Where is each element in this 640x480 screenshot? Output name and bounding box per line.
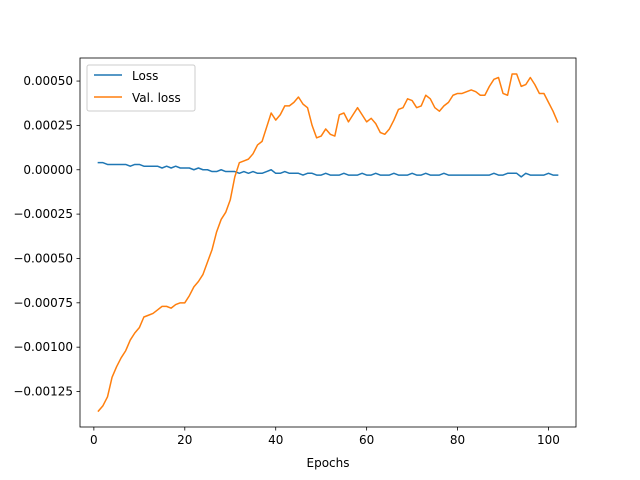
- x-tick-label: 20: [177, 433, 192, 447]
- legend-label-loss: Loss: [132, 69, 158, 83]
- x-tick-label: 40: [268, 433, 283, 447]
- y-tick-label: −0.00050: [13, 251, 73, 265]
- x-tick-label: 0: [90, 433, 98, 447]
- x-tick-label: 80: [450, 433, 465, 447]
- plot-area-frame: [79, 57, 577, 428]
- x-tick-label: 60: [359, 433, 374, 447]
- legend: Loss Val. loss: [86, 64, 196, 112]
- y-tick-label: −0.00075: [13, 296, 73, 310]
- y-tick-label: −0.00125: [13, 385, 73, 399]
- series-line-val-loss: [97, 73, 559, 413]
- series-line-loss: [97, 161, 559, 178]
- legend-label-val-loss: Val. loss: [132, 91, 181, 105]
- legend-box: [86, 64, 196, 112]
- x-axis-label: Epochs: [307, 456, 350, 470]
- y-axis-ticks: −0.00125 −0.00100 −0.00075 −0.00050 −0.00025…: [13, 74, 80, 399]
- y-tick-label: −0.00100: [13, 340, 73, 354]
- y-tick-label: 0.00000: [23, 163, 73, 177]
- y-tick-label: −0.00025: [13, 207, 73, 221]
- x-tick-label: 100: [537, 433, 560, 447]
- plot-lines: [97, 73, 559, 413]
- y-tick-label: 0.00025: [23, 118, 73, 132]
- y-tick-label: 0.00050: [23, 74, 73, 88]
- x-axis-ticks: 0 20 40 60 80 100: [90, 427, 560, 447]
